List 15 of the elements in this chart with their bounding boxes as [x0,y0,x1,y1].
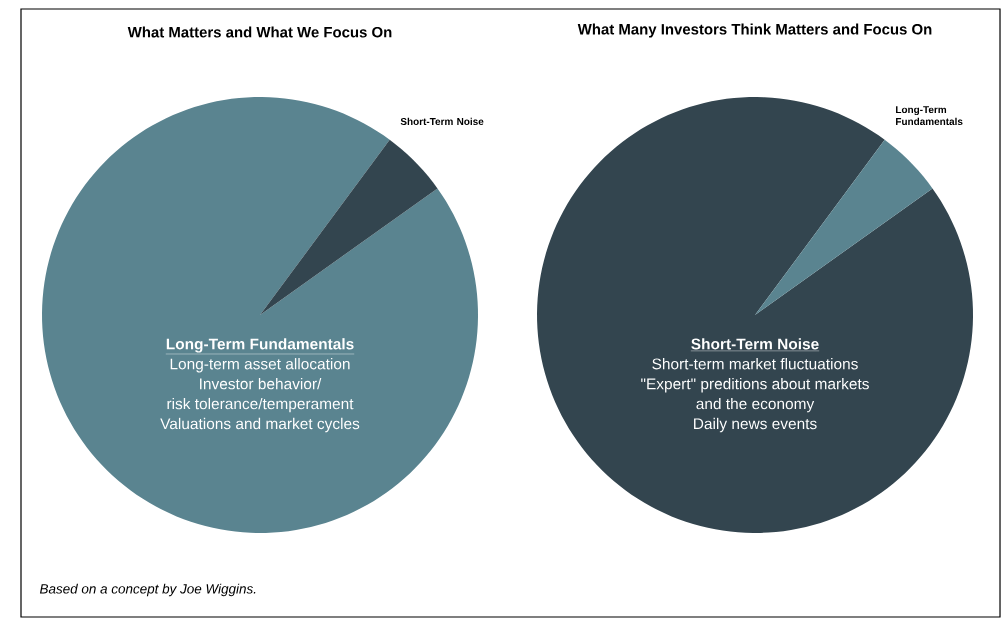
slice-label: Long-Term Fundamentals [166,338,354,353]
text: and the economy [696,397,815,413]
slice-label: Short-Term Noise [400,117,484,126]
slice-label: Long-Term Fundamentals [896,106,963,126]
text: Long-term asset allocation [170,358,350,373]
text: Daily news events [694,417,817,433]
chart-title: What Matters and What We Focus On [127,26,392,38]
chart-title: What Many Investors Think Matters and Focus On [577,23,932,38]
text: Investor behavior/ [200,377,322,390]
text: risk tolerance/temperament [167,397,354,413]
text: Short-term market fluctuations [652,358,858,370]
slice-label: Short-Term Noise [691,338,819,350]
text: Based on a concept by Joe Wiggins. [39,583,256,597]
text: Valuations and market cycles [160,417,360,433]
text: "Expert" preditions about markets [641,377,869,393]
